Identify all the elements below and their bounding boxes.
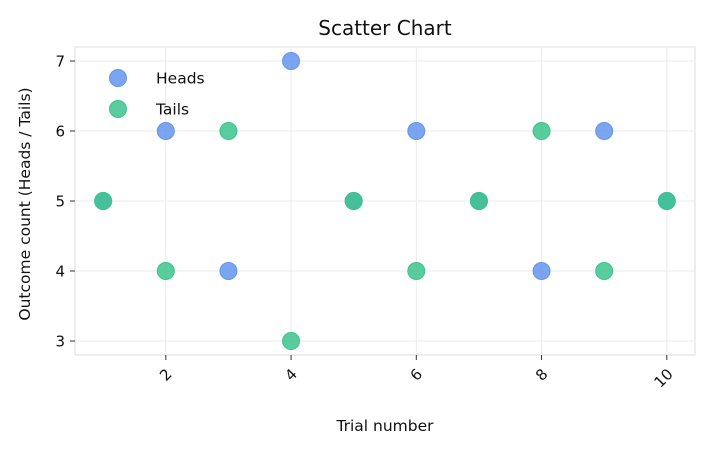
legend: Heads Tails xyxy=(109,69,205,119)
legend-label: Tails xyxy=(155,101,189,119)
heads-point xyxy=(532,262,551,280)
legend-marker xyxy=(109,100,127,118)
tails-point xyxy=(595,262,614,280)
y-tick-label: 3 xyxy=(55,333,65,351)
tails-point xyxy=(156,262,175,280)
x-axis-label: Trial number xyxy=(335,417,434,435)
y-axis-label: Outcome count (Heads / Tails) xyxy=(16,87,34,320)
legend-label: Heads xyxy=(156,70,205,88)
x-axis: 2 4 6 8 10 xyxy=(156,355,677,391)
y-axis: 3 4 5 6 7 xyxy=(55,53,75,351)
x-tick-label: 6 xyxy=(407,365,426,384)
grid xyxy=(75,47,695,355)
y-tick-label: 7 xyxy=(55,53,65,71)
tails-point xyxy=(657,192,676,210)
x-tick-label: 2 xyxy=(156,365,175,384)
heads-point xyxy=(595,122,614,140)
tails-point xyxy=(532,122,551,140)
heads-point xyxy=(407,122,426,140)
series-tails xyxy=(94,122,676,350)
tails-point xyxy=(282,332,301,350)
y-tick-label: 6 xyxy=(55,123,65,141)
heads-point xyxy=(156,122,175,140)
chart-title: Scatter Chart xyxy=(318,16,452,40)
heads-point xyxy=(219,262,238,280)
y-tick-label: 4 xyxy=(55,263,65,281)
data-points xyxy=(94,52,676,350)
heads-point xyxy=(282,52,301,70)
x-tick-label: 10 xyxy=(650,365,676,391)
legend-marker xyxy=(109,69,127,87)
x-tick-label: 8 xyxy=(532,365,551,384)
tails-point xyxy=(407,262,426,280)
x-tick-label: 4 xyxy=(281,365,300,384)
tails-point xyxy=(219,122,238,140)
tails-point xyxy=(94,192,113,210)
tails-point xyxy=(469,192,488,210)
tails-point xyxy=(344,192,363,210)
y-tick-label: 5 xyxy=(55,193,65,211)
